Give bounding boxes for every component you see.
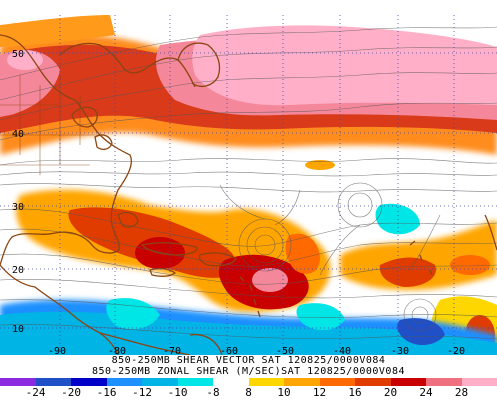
colorbar-swatch: [426, 378, 462, 386]
colorbar-label: 10: [277, 386, 291, 399]
colorbar: [0, 378, 497, 386]
map-title-zonal: 850-250MB ZONAL SHEAR (M/SEC)SAT 120825/…: [92, 366, 405, 377]
colorbar-swatch: [177, 378, 213, 386]
lon-label: -70: [163, 346, 181, 355]
colorbar-swatch: [248, 378, 284, 386]
colorbar-swatch: [461, 378, 497, 386]
colorbar-swatch: [106, 378, 142, 386]
lat-label: 30: [12, 202, 24, 213]
colorbar-label: 16: [348, 386, 362, 399]
colorbar-label: -20: [61, 386, 81, 399]
colorbar-swatch: [284, 378, 320, 386]
colorbar-swatch: [142, 378, 178, 386]
colorbar-label: 20: [383, 386, 398, 399]
lon-label: -60: [220, 346, 238, 355]
colorbar-label: 24: [419, 386, 433, 399]
colorbar-label: -10: [167, 386, 188, 399]
shear-streamlines: [0, 26, 497, 340]
map-title-vector: 850-250MB SHEAR VECTOR SAT 120825/0000V0…: [111, 355, 386, 366]
lon-label: -80: [108, 346, 126, 355]
lat-label: 10: [12, 324, 24, 335]
colorbar-swatch: [71, 378, 107, 386]
map-canvas: 50 40 30 20 10 -90 -80 -70 -60 -50 -40 -…: [0, 15, 497, 355]
lat-label: 50: [12, 49, 24, 60]
zonal-shear-shading: [0, 15, 497, 355]
colorbar-swatch: [35, 378, 71, 386]
lon-label: -50: [276, 346, 294, 355]
longitude-labels: -90 -80 -70 -60 -50 -40 -30 -20: [48, 346, 465, 355]
lat-lon-grid: [0, 15, 497, 355]
colorbar-label: 28: [454, 386, 469, 399]
lon-label: -90: [48, 346, 66, 355]
shear-map: 50 40 30 20 10 -90 -80 -70 -60 -50 -40 -…: [0, 15, 497, 355]
latitude-labels: 50 40 30 20 10: [12, 49, 24, 335]
colorbar-swatch: [355, 378, 391, 386]
lat-label: 40: [12, 129, 24, 140]
colorbar-swatch: [319, 378, 355, 386]
colorbar-label: -12: [132, 386, 152, 399]
colorbar-swatch: [213, 378, 249, 386]
colorbar-swatch: [0, 378, 36, 386]
lat-label: 20: [12, 265, 24, 276]
lon-label: -20: [447, 346, 465, 355]
colorbar-labels: -24 -20 -16 -12 -10 -8 8 10 12 16 20 24 28: [0, 386, 497, 400]
colorbar-label: 12: [312, 386, 327, 399]
colorbar-label: 8: [245, 386, 252, 399]
lon-label: -30: [391, 346, 409, 355]
colorbar-label: -8: [206, 386, 220, 399]
colorbar-label: -16: [96, 386, 117, 399]
colorbar-label: -24: [25, 386, 46, 399]
colorbar-swatch: [390, 378, 426, 386]
lon-label: -40: [333, 346, 351, 355]
